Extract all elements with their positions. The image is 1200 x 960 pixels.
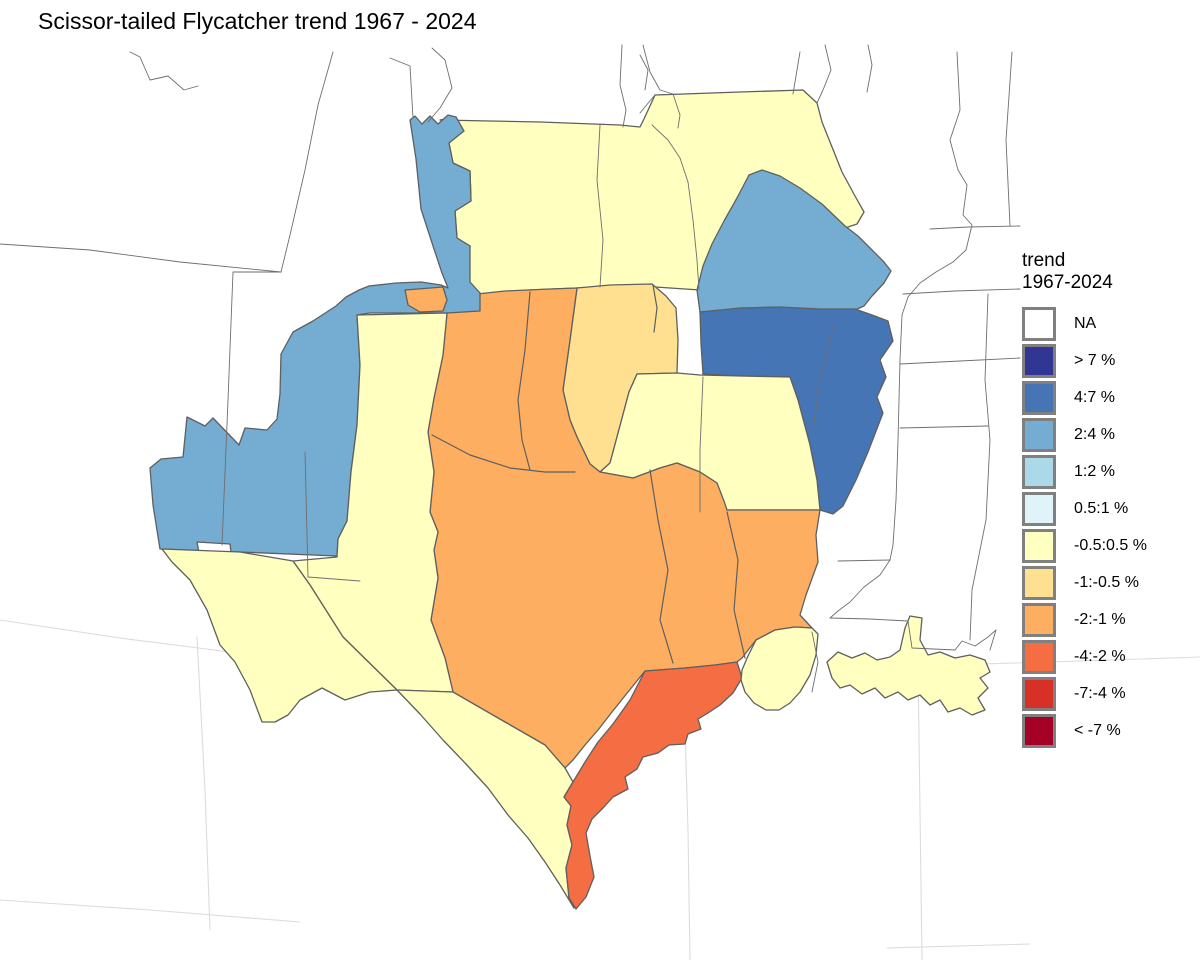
legend-item: 2:4 % [1022,417,1192,452]
legend-item: -2:-1 % [1022,602,1192,637]
legend-label: -4:-2 % [1074,647,1126,665]
state-boundary-lines [0,44,1021,693]
map-region [161,548,398,723]
legend-swatch [1022,306,1056,341]
legend-swatch [1022,713,1056,748]
legend-swatch [1022,417,1056,452]
legend-item: 0.5:1 % [1022,491,1192,526]
legend-label: NA [1074,314,1097,332]
legend-item: -7:-4 % [1022,676,1192,711]
region-internal-borders [431,284,746,664]
legend-swatch [1022,639,1056,674]
legend-swatch [1022,491,1056,526]
map-region [740,626,819,711]
legend-item: < -7 % [1022,713,1192,748]
legend-label: > 7 % [1074,351,1116,369]
legend-label: 4:7 % [1074,388,1115,406]
legend-swatch [1022,454,1056,489]
map-region [696,169,892,313]
legend-label: -1:-0.5 % [1074,573,1139,591]
map-region [292,312,454,693]
legend-swatch [1022,602,1056,637]
legend-item: 1:2 % [1022,454,1192,489]
legend-label: -2:-1 % [1074,610,1126,628]
legend-title-line2: 1967-2024 [1022,272,1113,294]
legend-swatch [1022,676,1056,711]
legend-label: 0.5:1 % [1074,499,1129,517]
legend-item: 4:7 % [1022,380,1192,415]
legend-swatch [1022,565,1056,600]
legend-label: -0.5:0.5 % [1074,536,1147,554]
legend-swatch [1022,380,1056,415]
map-region [563,661,743,910]
legend-item: NA [1022,306,1192,341]
legend: trend 1967-2024 NA > 7 % 4:7 % 2:4 % 1:2… [1022,250,1192,753]
map-region [826,615,991,716]
map-region [404,286,448,313]
legend-title: trend 1967-2024 [1022,250,1192,295]
legend-item: > 7 % [1022,343,1192,378]
legend-swatch [1022,343,1056,378]
legend-item: -4:-2 % [1022,639,1192,674]
legend-swatch [1022,528,1056,563]
map-title: Scissor-tailed Flycatcher trend 1967 - 2… [38,8,477,34]
legend-title-line1: trend [1022,250,1066,271]
legend-label: -7:-4 % [1074,684,1126,702]
legend-label: < -7 % [1074,721,1121,739]
trend-regions [149,89,991,910]
legend-label: 2:4 % [1074,425,1115,443]
legend-item: -0.5:0.5 % [1022,528,1192,563]
faint-boundary-lines [0,619,1200,960]
map-region [149,114,481,557]
legend-item: -1:-0.5 % [1022,565,1192,600]
legend-label: 1:2 % [1074,462,1115,480]
